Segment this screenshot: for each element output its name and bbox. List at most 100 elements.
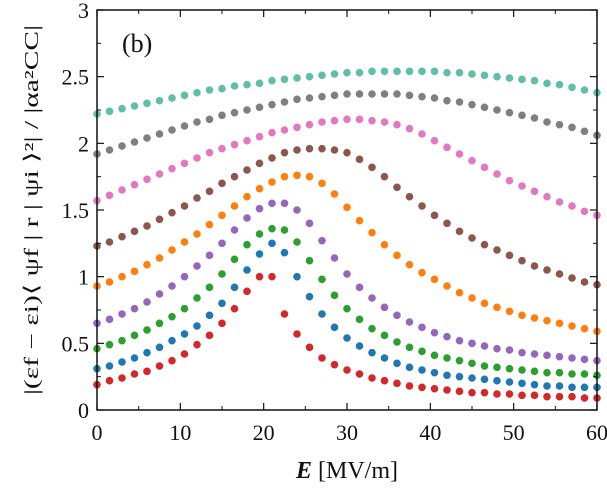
data-point bbox=[292, 329, 302, 339]
data-point bbox=[492, 389, 502, 399]
data-point bbox=[392, 358, 402, 368]
data-point bbox=[317, 236, 327, 246]
y-tick-label: 3 bbox=[78, 0, 89, 23]
data-point bbox=[504, 108, 515, 118]
data-point bbox=[192, 88, 202, 98]
data-point bbox=[492, 362, 502, 372]
data-point bbox=[192, 117, 202, 127]
data-point bbox=[167, 208, 177, 218]
data-point bbox=[404, 342, 415, 352]
data-point bbox=[467, 233, 477, 243]
data-point bbox=[517, 365, 527, 375]
data-point bbox=[479, 341, 490, 351]
data-point bbox=[342, 333, 352, 343]
data-point bbox=[229, 140, 240, 150]
data-point bbox=[117, 336, 127, 346]
data-point bbox=[267, 272, 277, 282]
data-point bbox=[567, 201, 577, 211]
data-point bbox=[554, 80, 565, 90]
data-point bbox=[454, 386, 465, 396]
data-point bbox=[267, 128, 277, 138]
data-point bbox=[429, 93, 440, 103]
data-point bbox=[317, 144, 327, 154]
data-point bbox=[429, 66, 440, 76]
data-point bbox=[454, 336, 465, 346]
x-tick-label: 40 bbox=[419, 420, 441, 445]
data-point bbox=[304, 342, 315, 352]
data-point bbox=[404, 66, 415, 76]
data-point bbox=[504, 73, 515, 83]
data-point bbox=[479, 388, 490, 398]
data-point bbox=[542, 117, 552, 127]
data-point bbox=[442, 332, 452, 342]
data-point bbox=[354, 89, 365, 99]
data-point bbox=[454, 372, 465, 382]
data-point bbox=[192, 321, 202, 331]
data-point bbox=[329, 290, 340, 300]
data-point bbox=[554, 318, 565, 328]
data-point bbox=[129, 330, 140, 340]
data-point bbox=[154, 214, 165, 224]
data-point bbox=[479, 162, 490, 172]
data-point bbox=[117, 185, 127, 195]
data-point bbox=[579, 354, 590, 364]
data-point bbox=[229, 108, 240, 118]
data-point bbox=[154, 253, 165, 263]
data-point bbox=[254, 249, 265, 259]
data-point bbox=[542, 368, 552, 378]
series-5 bbox=[92, 170, 602, 336]
data-point bbox=[217, 110, 227, 120]
data-point bbox=[242, 213, 252, 223]
data-point bbox=[104, 314, 115, 324]
data-point bbox=[442, 142, 452, 152]
data-point bbox=[192, 261, 202, 271]
data-point bbox=[517, 181, 527, 191]
data-point bbox=[367, 293, 377, 303]
data-point bbox=[392, 250, 402, 260]
data-point bbox=[379, 302, 390, 312]
data-point bbox=[279, 74, 290, 84]
data-point bbox=[492, 245, 502, 255]
data-point bbox=[579, 382, 590, 392]
data-point bbox=[292, 272, 302, 282]
data-point bbox=[179, 272, 190, 282]
data-point bbox=[404, 260, 415, 270]
data-point bbox=[529, 261, 540, 271]
series-3 bbox=[92, 224, 602, 380]
data-point bbox=[342, 68, 352, 78]
y-axis-title: |(εf − εi)⟨ ψf | r | ψi ⟩²| / |αa²CC| bbox=[21, 25, 43, 395]
data-point bbox=[404, 362, 415, 372]
data-point bbox=[167, 336, 177, 346]
data-point bbox=[542, 381, 552, 391]
data-point bbox=[454, 68, 465, 78]
data-point bbox=[254, 272, 265, 282]
data-point bbox=[517, 378, 527, 388]
data-point bbox=[129, 369, 140, 379]
data-point bbox=[404, 317, 415, 327]
data-point bbox=[329, 90, 340, 100]
data-point bbox=[129, 137, 140, 147]
data-point bbox=[179, 121, 190, 131]
data-point bbox=[392, 89, 402, 99]
data-point bbox=[204, 282, 215, 292]
data-point bbox=[567, 392, 577, 402]
data-point bbox=[254, 78, 265, 88]
data-point bbox=[179, 349, 190, 359]
data-point bbox=[404, 381, 415, 391]
data-point bbox=[504, 377, 515, 387]
data-point bbox=[567, 382, 577, 392]
data-point bbox=[292, 94, 302, 104]
data-point bbox=[279, 248, 290, 258]
data-point bbox=[204, 85, 215, 95]
data-point bbox=[379, 117, 390, 127]
data-point bbox=[267, 238, 277, 248]
labels-layer: 0 10 20 30 40 50 60 0 0.5 1 1.5 2 2.5 3 bbox=[62, 0, 607, 445]
data-point bbox=[429, 210, 440, 220]
data-point bbox=[567, 273, 577, 283]
x-tick-label: 60 bbox=[586, 420, 607, 445]
data-point bbox=[129, 101, 140, 111]
data-point bbox=[304, 256, 315, 266]
data-point bbox=[167, 356, 177, 366]
data-point bbox=[217, 269, 227, 279]
